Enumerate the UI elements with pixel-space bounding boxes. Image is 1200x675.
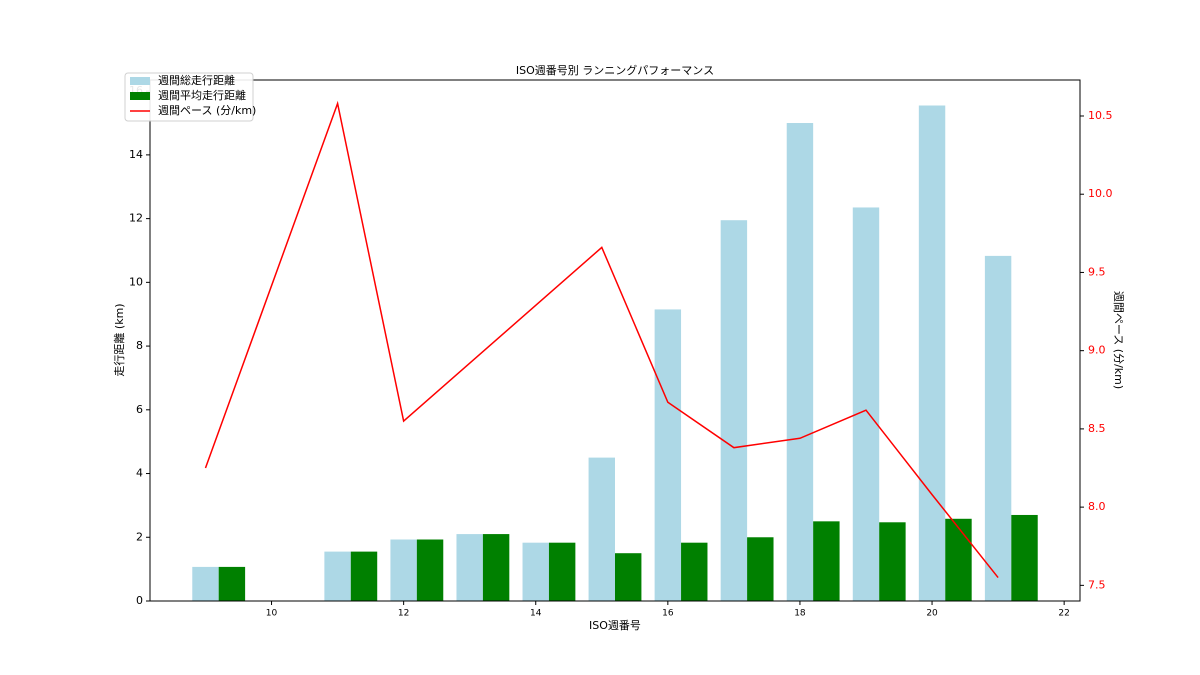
y-axis-label: 走行距離 (km) — [112, 303, 126, 376]
bar — [879, 522, 906, 601]
bar — [681, 542, 708, 601]
bar — [747, 537, 774, 601]
pace-line — [204, 100, 999, 578]
x-axis-label: ISO週番号 — [589, 619, 641, 632]
bar — [548, 542, 576, 601]
x-tick-label: 18 — [794, 609, 806, 619]
bar — [218, 566, 246, 601]
y-tick-label: 0 — [136, 594, 143, 607]
legend-swatch — [130, 92, 150, 100]
x-tick-label: 20 — [926, 609, 938, 619]
y2-tick-label: 9.0 — [1088, 344, 1106, 357]
bar — [350, 551, 378, 601]
y2-tick-label: 8.0 — [1088, 500, 1106, 513]
plot-frame — [149, 79, 1081, 602]
y-tick-label: 4 — [136, 467, 143, 480]
bar — [1011, 514, 1038, 601]
bar — [945, 518, 972, 601]
bar — [720, 220, 748, 601]
legend-label: 週間平均走行距離 — [158, 88, 246, 102]
bar — [852, 207, 880, 601]
bar — [588, 457, 615, 601]
y2-axis-label: 週間ペース (分/km) — [1112, 291, 1125, 389]
y-tick-label: 6 — [136, 403, 143, 416]
y-tick-label: 2 — [136, 530, 143, 543]
bar — [615, 553, 642, 601]
y2-tick-label: 7.5 — [1088, 578, 1106, 591]
bar — [192, 566, 219, 601]
y-tick-label: 8 — [136, 339, 143, 352]
legend-label: 週間総走行距離 — [158, 73, 235, 87]
legend-label: 週間ペース (分/km) — [158, 104, 256, 117]
y2-tick-label: 10.5 — [1088, 109, 1113, 122]
y2-tick-label: 9.5 — [1088, 265, 1106, 278]
x-tick-label: 22 — [1058, 609, 1069, 619]
legend-box — [124, 72, 254, 122]
bar — [918, 105, 946, 601]
bar — [654, 309, 682, 601]
x-tick-label: 10 — [266, 609, 278, 619]
y-tick-label: 14 — [129, 148, 143, 161]
y-tick-label: 10 — [129, 275, 143, 288]
bar — [324, 551, 351, 601]
bar — [813, 521, 840, 601]
y2-tick-label: 10.0 — [1088, 187, 1113, 200]
legend-swatch — [130, 77, 150, 85]
x-tick-label: 14 — [530, 609, 542, 619]
bar — [456, 534, 483, 601]
x-tick-label: 16 — [662, 609, 674, 619]
x-tick-label: 12 — [398, 609, 409, 619]
bar — [390, 539, 417, 601]
y2-tick-label: 8.5 — [1088, 422, 1106, 435]
bar — [482, 534, 510, 601]
bar — [416, 539, 444, 601]
y-tick-label: 12 — [129, 212, 143, 225]
bar — [522, 542, 549, 601]
chart-title: ISO週番号別 ランニングパフォーマンス — [516, 63, 714, 77]
bar — [786, 123, 814, 602]
bar — [984, 255, 1012, 601]
